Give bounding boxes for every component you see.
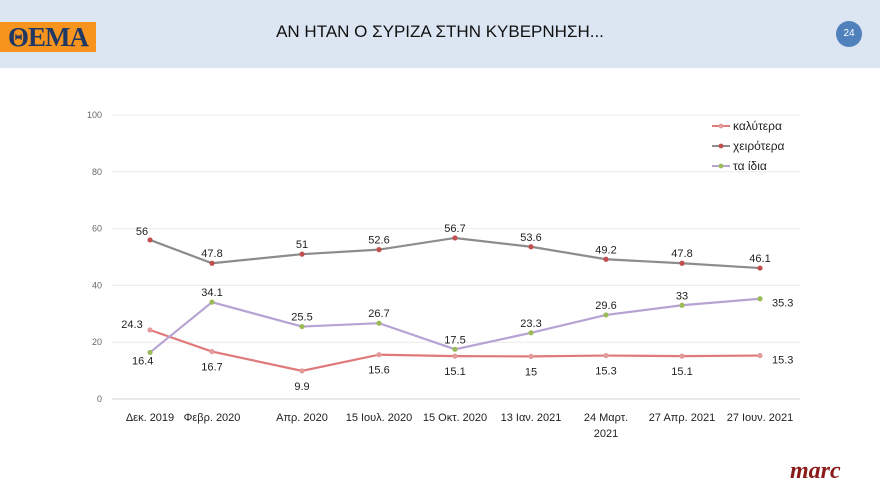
data-label: 15.6	[368, 365, 389, 377]
data-point	[376, 320, 382, 326]
data-label: 26.7	[368, 308, 389, 320]
data-label: 16.4	[132, 355, 153, 367]
data-point	[528, 353, 534, 359]
x-tick-label: 27 Απρ. 2021	[649, 412, 715, 424]
data-label: 47.8	[201, 248, 222, 260]
data-point	[147, 237, 153, 243]
y-tick-label: 20	[92, 337, 102, 347]
data-point	[452, 353, 458, 359]
data-label: 15	[525, 366, 537, 378]
x-tick-label: 15 Οκτ. 2020	[423, 412, 487, 424]
data-point	[376, 352, 382, 358]
data-point	[209, 260, 215, 266]
data-point	[603, 352, 609, 359]
y-tick-label: 40	[92, 280, 102, 290]
data-point	[679, 353, 685, 359]
data-point	[528, 244, 534, 250]
legend-marker	[718, 123, 724, 129]
data-label: 15.3	[772, 355, 793, 367]
y-tick-label: 100	[87, 110, 102, 120]
x-tick-label: 27 Ιουν. 2021	[727, 412, 794, 424]
data-point	[452, 346, 458, 352]
data-point	[299, 368, 305, 374]
data-label: 16.7	[201, 362, 222, 374]
y-tick-label: 0	[97, 394, 102, 404]
x-tick-label: 13 Ιαν. 2021	[501, 412, 562, 424]
data-point	[452, 235, 458, 241]
data-label: 29.6	[595, 300, 616, 312]
data-point	[603, 256, 609, 262]
data-label: 52.6	[368, 235, 389, 247]
y-tick-label: 60	[92, 224, 102, 234]
data-point	[147, 349, 153, 356]
data-point	[528, 330, 534, 336]
data-label: 15.1	[671, 366, 692, 378]
x-tick-label: 15 Ιουλ. 2020	[346, 412, 413, 424]
data-label: 53.6	[520, 232, 541, 244]
data-label: 49.2	[595, 244, 616, 256]
series-line-1	[149, 236, 761, 270]
data-point	[147, 327, 153, 333]
data-label: 51	[296, 239, 308, 251]
data-label: 15.1	[444, 366, 465, 378]
logo: ΘΕΜΑ	[0, 22, 96, 52]
data-label: 23.3	[520, 318, 541, 330]
data-label: 33	[676, 290, 688, 302]
x-tick-label: Φεβρ. 2020	[184, 412, 241, 424]
y-tick-label: 80	[92, 167, 102, 177]
data-point	[603, 312, 609, 318]
data-label: 24.3	[121, 319, 142, 331]
data-point	[299, 251, 305, 257]
data-point	[757, 265, 763, 271]
data-point	[376, 247, 382, 253]
data-point	[299, 323, 305, 330]
data-label: 34.1	[201, 287, 222, 299]
page-title: ΑΝ ΗΤΑΝ Ο ΣΥΡΙΖΑ ΣΤΗΝ ΚΥΒΕΡΝΗΣΗ...	[276, 22, 604, 41]
data-point	[209, 299, 215, 305]
x-tick-label: Δεκ. 2019	[126, 412, 174, 424]
data-label: 15.3	[595, 366, 616, 378]
page-number-badge: 24	[836, 21, 862, 47]
x-tick-label: Απρ. 2020	[276, 412, 328, 424]
legend-marker	[718, 143, 724, 149]
data-point	[757, 352, 763, 359]
legend-label: χειρότερα	[733, 139, 785, 153]
data-label: 35.3	[772, 298, 793, 310]
legend-label: καλύτερα	[733, 119, 782, 133]
data-point	[757, 296, 763, 302]
legend-label: τα ίδια	[733, 159, 767, 173]
data-label: 9.9	[294, 381, 309, 393]
x-tick-label: 24 Μαρτ.	[584, 412, 628, 424]
data-point	[209, 348, 215, 355]
header: ΘΕΜΑ ΑΝ ΗΤΑΝ Ο ΣΥΡΙΖΑ ΣΤΗΝ ΚΥΒΕΡΝΗΣΗ... …	[0, 0, 880, 68]
data-label: 56	[136, 226, 148, 238]
data-label: 56.7	[444, 223, 465, 235]
data-label: 17.5	[444, 334, 465, 346]
data-point	[679, 302, 685, 308]
brand-logo: marc	[790, 458, 841, 484]
data-label: 25.5	[291, 312, 312, 324]
data-label: 46.1	[749, 253, 770, 265]
legend-marker	[718, 163, 724, 169]
data-point	[679, 260, 685, 266]
x-tick-label: 2021	[594, 428, 618, 440]
data-label: 47.8	[671, 248, 692, 260]
